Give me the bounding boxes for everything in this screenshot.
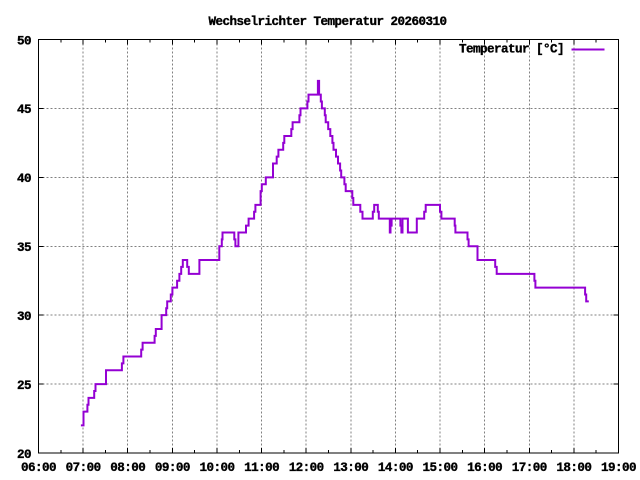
svg-text:08:00: 08:00 (110, 461, 145, 475)
svg-text:45: 45 (17, 103, 31, 117)
svg-text:06:00: 06:00 (21, 461, 56, 475)
svg-text:Temperatur [°C]: Temperatur [°C] (459, 43, 564, 57)
svg-text:09:00: 09:00 (155, 461, 190, 475)
svg-text:15:00: 15:00 (423, 461, 458, 475)
svg-text:13:00: 13:00 (333, 461, 368, 475)
svg-text:14:00: 14:00 (378, 461, 413, 475)
svg-text:35: 35 (17, 241, 31, 255)
svg-text:20: 20 (17, 448, 31, 462)
svg-text:30: 30 (17, 310, 31, 324)
svg-text:25: 25 (17, 379, 31, 393)
svg-text:12:00: 12:00 (289, 461, 324, 475)
svg-text:19:00: 19:00 (601, 461, 636, 475)
svg-text:16:00: 16:00 (467, 461, 502, 475)
svg-text:50: 50 (17, 34, 31, 48)
svg-text:10:00: 10:00 (199, 461, 234, 475)
svg-text:17:00: 17:00 (512, 461, 547, 475)
svg-text:Wechselrichter Temperatur 2026: Wechselrichter Temperatur 20260310 (209, 15, 447, 29)
svg-text:18:00: 18:00 (556, 461, 591, 475)
svg-text:07:00: 07:00 (66, 461, 101, 475)
svg-text:11:00: 11:00 (244, 461, 279, 475)
svg-text:40: 40 (17, 172, 31, 186)
